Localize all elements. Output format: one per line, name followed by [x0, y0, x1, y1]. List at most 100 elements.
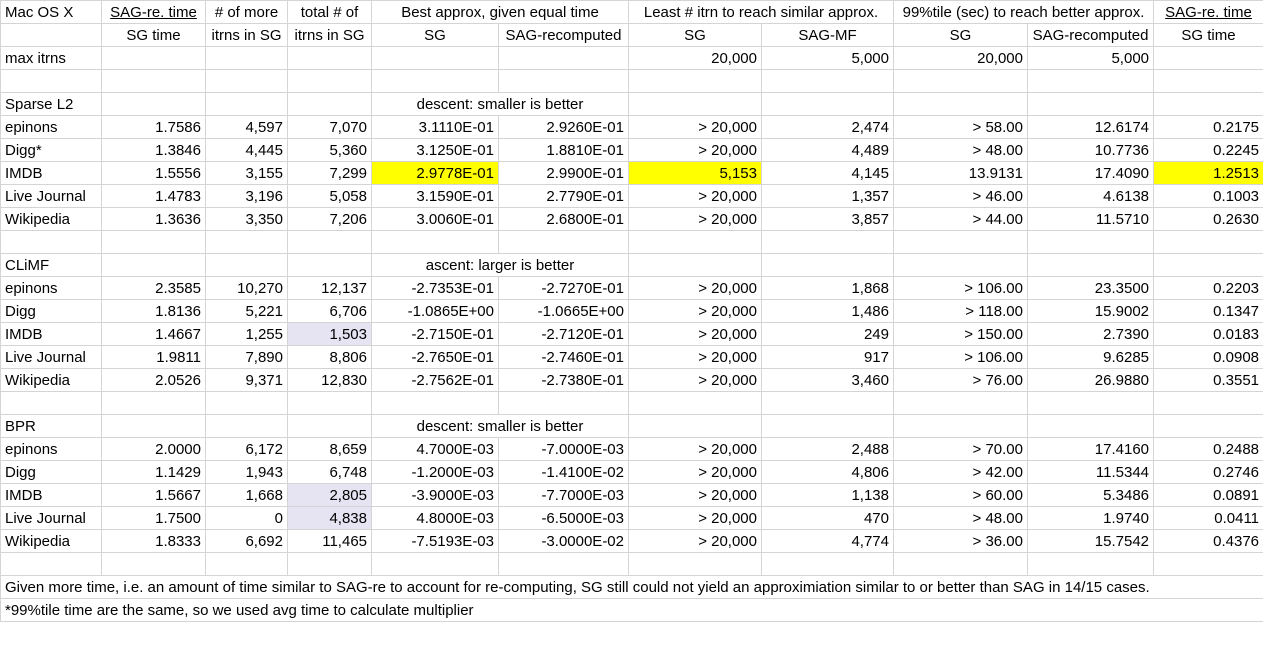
empty-cell[interactable]: [1153, 230, 1263, 254]
value-cell[interactable]: 8,659: [287, 437, 372, 461]
empty-cell[interactable]: [101, 414, 206, 438]
value-cell[interactable]: > 150.00: [893, 322, 1028, 346]
empty-cell[interactable]: [1026, 414, 1155, 438]
value-cell[interactable]: -6.5000E-03: [498, 506, 629, 530]
value-cell[interactable]: 3.1110E-01: [371, 115, 499, 139]
value-cell[interactable]: 10.7736: [1026, 138, 1155, 162]
value-cell[interactable]: 1.7500: [101, 506, 206, 530]
value-cell[interactable]: 1.8136: [101, 299, 206, 323]
value-cell[interactable]: 6,172: [205, 437, 288, 461]
col-99tile[interactable]: 99%tile (sec) to reach better approx.: [892, 0, 1155, 24]
value-cell[interactable]: > 118.00: [893, 299, 1028, 323]
empty-cell[interactable]: [287, 253, 372, 277]
section-note[interactable]: ascent: larger is better: [371, 253, 629, 277]
value-cell[interactable]: > 20,000: [628, 506, 762, 530]
empty-cell[interactable]: [1026, 391, 1155, 415]
value-cell[interactable]: 1.9811: [101, 345, 206, 369]
section-name[interactable]: Sparse L2: [0, 92, 102, 116]
value-cell[interactable]: 4,774: [761, 529, 894, 553]
value-cell[interactable]: 7,299: [287, 161, 372, 185]
col-least-itrn[interactable]: Least # itrn to reach similar approx.: [628, 0, 894, 24]
empty-cell[interactable]: [0, 69, 102, 93]
subheader-cell[interactable]: SG time: [1153, 23, 1263, 47]
empty-cell[interactable]: [628, 253, 762, 277]
value-cell[interactable]: 5,153: [628, 161, 762, 185]
empty-cell[interactable]: [628, 391, 762, 415]
col-sag-re-time[interactable]: SAG-re. time: [101, 0, 206, 24]
empty-cell[interactable]: [628, 414, 762, 438]
dataset-name[interactable]: Live Journal: [0, 184, 102, 208]
subheader-cell[interactable]: SAG-MF: [761, 23, 894, 47]
value-cell[interactable]: 6,706: [287, 299, 372, 323]
dataset-name[interactable]: IMDB: [0, 161, 102, 185]
dataset-name[interactable]: Digg*: [0, 138, 102, 162]
value-cell[interactable]: 1,486: [761, 299, 894, 323]
value-cell[interactable]: 1,868: [761, 276, 894, 300]
value-cell[interactable]: 4,838: [287, 506, 372, 530]
value-cell[interactable]: 17.4160: [1026, 437, 1155, 461]
corner-label[interactable]: Mac OS X: [0, 0, 102, 24]
section-note[interactable]: descent: smaller is better: [371, 92, 629, 116]
empty-cell[interactable]: [0, 391, 102, 415]
value-cell[interactable]: 17.4090: [1026, 161, 1155, 185]
empty-cell[interactable]: [1026, 69, 1155, 93]
value-cell[interactable]: > 20,000: [628, 207, 762, 231]
value-cell[interactable]: 6,748: [287, 460, 372, 484]
empty-cell[interactable]: [498, 391, 629, 415]
value-cell[interactable]: 1,138: [761, 483, 894, 507]
value-cell[interactable]: 2.9260E-01: [498, 115, 629, 139]
value-cell[interactable]: > 44.00: [893, 207, 1028, 231]
value-cell[interactable]: -7.7000E-03: [498, 483, 629, 507]
empty-cell[interactable]: [0, 230, 102, 254]
value-cell[interactable]: 0.0891: [1153, 483, 1263, 507]
empty-cell[interactable]: [287, 69, 372, 93]
value-cell[interactable]: 7,070: [287, 115, 372, 139]
value-cell[interactable]: 2.7790E-01: [498, 184, 629, 208]
empty-cell[interactable]: [893, 414, 1028, 438]
value-cell[interactable]: -7.0000E-03: [498, 437, 629, 461]
value-cell[interactable]: 2.3585: [101, 276, 206, 300]
value-cell[interactable]: 3.1590E-01: [371, 184, 499, 208]
value-cell[interactable]: 1.5556: [101, 161, 206, 185]
empty-cell[interactable]: [205, 253, 288, 277]
value-cell[interactable]: 4.8000E-03: [371, 506, 499, 530]
value-cell[interactable]: 470: [761, 506, 894, 530]
max-itrns-value[interactable]: 5,000: [761, 46, 894, 70]
value-cell[interactable]: 13.9131: [893, 161, 1028, 185]
empty-cell[interactable]: [205, 46, 288, 70]
value-cell[interactable]: 2.6800E-01: [498, 207, 629, 231]
value-cell[interactable]: > 20,000: [628, 345, 762, 369]
empty-cell[interactable]: [1153, 414, 1263, 438]
value-cell[interactable]: 0.2175: [1153, 115, 1263, 139]
max-itrns-value[interactable]: 5,000: [1026, 46, 1155, 70]
empty-cell[interactable]: [893, 69, 1028, 93]
empty-cell[interactable]: [0, 23, 102, 47]
value-cell[interactable]: -2.7380E-01: [498, 368, 629, 392]
empty-cell[interactable]: [1026, 552, 1155, 576]
dataset-name[interactable]: Wikipedia: [0, 529, 102, 553]
value-cell[interactable]: 2,488: [761, 437, 894, 461]
value-cell[interactable]: 4,145: [761, 161, 894, 185]
empty-cell[interactable]: [101, 552, 206, 576]
value-cell[interactable]: > 20,000: [628, 529, 762, 553]
value-cell[interactable]: 0.0411: [1153, 506, 1263, 530]
empty-cell[interactable]: [287, 92, 372, 116]
col-best-approx[interactable]: Best approx, given equal time: [371, 0, 629, 24]
value-cell[interactable]: 0.2630: [1153, 207, 1263, 231]
empty-cell[interactable]: [893, 391, 1028, 415]
value-cell[interactable]: > 20,000: [628, 138, 762, 162]
empty-cell[interactable]: [761, 391, 894, 415]
value-cell[interactable]: 1.9740: [1026, 506, 1155, 530]
value-cell[interactable]: -2.7650E-01: [371, 345, 499, 369]
value-cell[interactable]: 7,890: [205, 345, 288, 369]
value-cell[interactable]: 1.4783: [101, 184, 206, 208]
value-cell[interactable]: 11,465: [287, 529, 372, 553]
dataset-name[interactable]: Live Journal: [0, 345, 102, 369]
value-cell[interactable]: 7,206: [287, 207, 372, 231]
value-cell[interactable]: 249: [761, 322, 894, 346]
value-cell[interactable]: 2.0000: [101, 437, 206, 461]
empty-cell[interactable]: [761, 92, 894, 116]
value-cell[interactable]: 2.7390: [1026, 322, 1155, 346]
empty-cell[interactable]: [498, 230, 629, 254]
value-cell[interactable]: 12,137: [287, 276, 372, 300]
